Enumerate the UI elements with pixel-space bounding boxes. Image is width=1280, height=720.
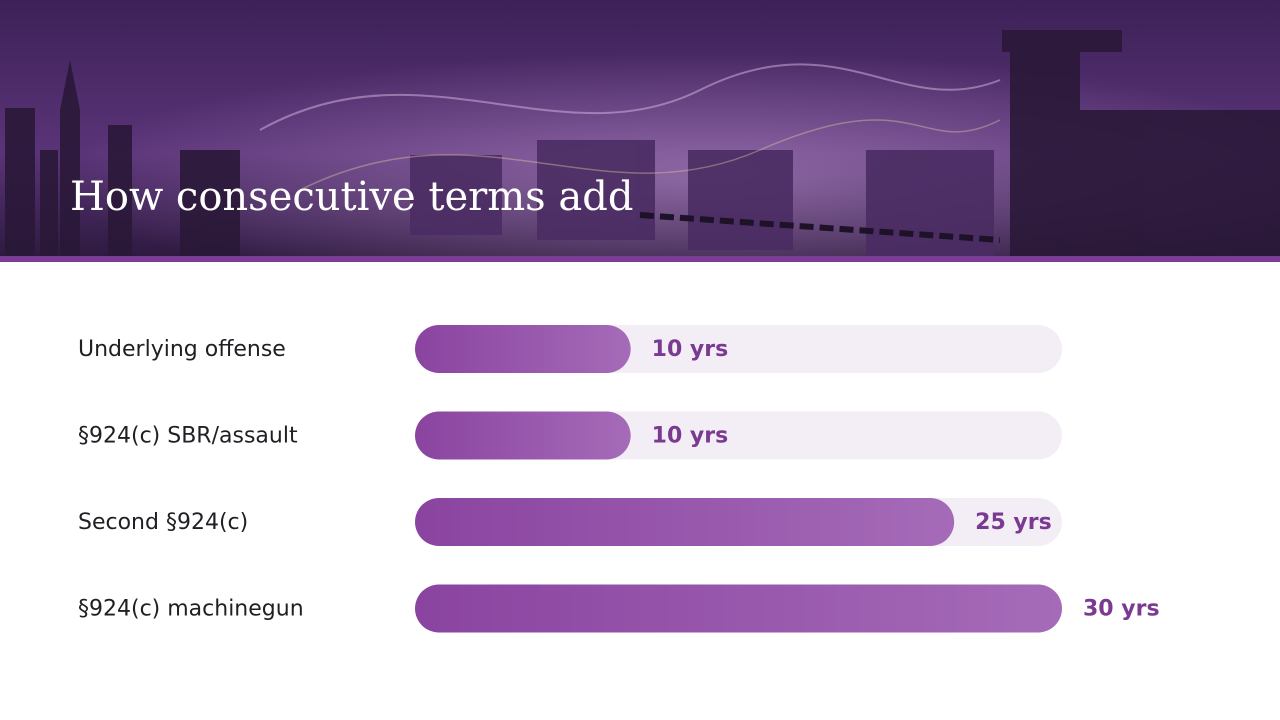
- chart-title: How consecutive terms add: [70, 174, 633, 220]
- banner: How consecutive terms add: [0, 0, 1280, 256]
- bar: [415, 325, 631, 373]
- category-label: Second §924(c): [78, 510, 248, 535]
- category-label: §924(c) machinegun: [78, 597, 304, 622]
- value-label: 10 yrs: [652, 337, 729, 362]
- value-label: 10 yrs: [652, 424, 729, 449]
- value-label: 30 yrs: [1083, 597, 1160, 622]
- category-label: §924(c) SBR/assault: [78, 424, 298, 449]
- banner-stripe: [0, 256, 1280, 262]
- bar: [415, 411, 631, 460]
- value-label: 25 yrs: [975, 510, 1052, 535]
- bar: [415, 584, 1062, 633]
- category-label: Underlying offense: [78, 337, 286, 362]
- bar: [415, 498, 955, 546]
